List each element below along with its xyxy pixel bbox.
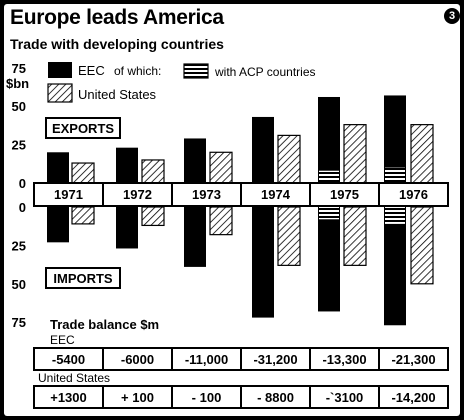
bar-eec-acp-exports [385, 167, 405, 183]
bar-us-imports [343, 206, 367, 266]
bar-eec-acp-imports [385, 207, 405, 224]
balance-us-value: -14,200 [391, 390, 435, 405]
balance-eec-value: -11,000 [185, 352, 228, 367]
balance-us-value: - 100 [192, 390, 222, 405]
balance-us-value: + 100 [121, 390, 154, 405]
bar-us-imports [410, 206, 434, 285]
y-axis-unit-label: $bn [6, 76, 29, 91]
bar-us-exports [141, 159, 165, 184]
bar-eec-imports [384, 207, 406, 326]
bar-eec-exports [184, 138, 206, 183]
bar-eec-imports [184, 207, 206, 267]
legend-us-swatch [47, 83, 73, 103]
bar-us-imports [209, 206, 233, 236]
legend-of-which-label: of which: [114, 64, 161, 78]
chart-title: Europe leads America [10, 6, 224, 29]
bar-us-imports [141, 206, 165, 227]
balance-eec-value: -6000 [121, 352, 154, 367]
bar-eec-imports [252, 207, 274, 318]
y-tick-label: 50 [12, 99, 26, 114]
x-tick-label: 1976 [399, 187, 428, 202]
legend-acp-swatch [183, 63, 209, 79]
bar-eec-exports [47, 152, 69, 183]
bar-us-imports [277, 206, 301, 266]
x-tick-label: 1971 [54, 187, 83, 202]
bar-eec-acp-imports [319, 207, 339, 220]
balance-eec-value: -31,200 [253, 352, 297, 367]
bar-us-exports [209, 151, 233, 184]
y-tick-label: 0 [19, 176, 26, 191]
balance-us-value: -`3100 [326, 390, 364, 405]
balance-eec-label: EEC [50, 333, 75, 347]
balance-us-label: United States [38, 371, 110, 385]
y-tick-label: 75 [12, 315, 26, 330]
x-tick-label: 1975 [330, 187, 359, 202]
balance-title: Trade balance $m [50, 317, 159, 332]
x-tick-label: 1972 [123, 187, 152, 202]
balance-eec-value: -5400 [52, 352, 85, 367]
legend-eec-label: EEC [78, 63, 105, 78]
x-tick-label: 1974 [261, 187, 291, 202]
bar-us-exports [277, 134, 301, 184]
exports-label-box [45, 117, 121, 139]
y-tick-label: 0 [19, 200, 26, 215]
bar-eec-acp-exports [319, 170, 339, 183]
imports-label-box [45, 267, 121, 289]
balance-us-value: +1300 [50, 390, 87, 405]
balance-eec-value: -21,300 [391, 352, 435, 367]
balance-eec-value: -13,300 [322, 352, 366, 367]
bar-eec-exports [384, 95, 406, 183]
y-tick-label: 25 [12, 238, 26, 253]
legend-acp-label: with ACP countries [214, 65, 316, 79]
balance-us-value: - 8800 [257, 390, 294, 405]
bar-us-imports [71, 206, 95, 225]
trade-chart: EEC of which: with ACP countries United … [6, 61, 449, 409]
bar-eec-exports [252, 116, 274, 183]
chart-subtitle: Trade with developing countries [10, 36, 224, 52]
x-tick-label: 1973 [192, 187, 221, 202]
bar-eec-imports [318, 207, 340, 312]
y-tick-label: 50 [12, 277, 26, 292]
imports-label: IMPORTS [53, 271, 113, 286]
bar-us-exports [343, 124, 367, 184]
figure-number-badge: 3 [444, 8, 460, 24]
bar-us-exports [410, 124, 434, 184]
bar-eec-imports [47, 207, 69, 243]
bar-eec-exports [318, 96, 340, 183]
legend-eec-swatch [48, 62, 72, 78]
y-tick-label: 75 [12, 61, 26, 76]
y-tick-label: 25 [12, 138, 26, 153]
exports-label: EXPORTS [52, 121, 114, 136]
chart-panel: Europe leads America Trade with developi… [4, 4, 460, 416]
bar-eec-imports [116, 207, 138, 249]
bar-us-exports [71, 162, 95, 184]
legend-us-label: United States [78, 87, 157, 102]
bar-eec-exports [116, 147, 138, 183]
